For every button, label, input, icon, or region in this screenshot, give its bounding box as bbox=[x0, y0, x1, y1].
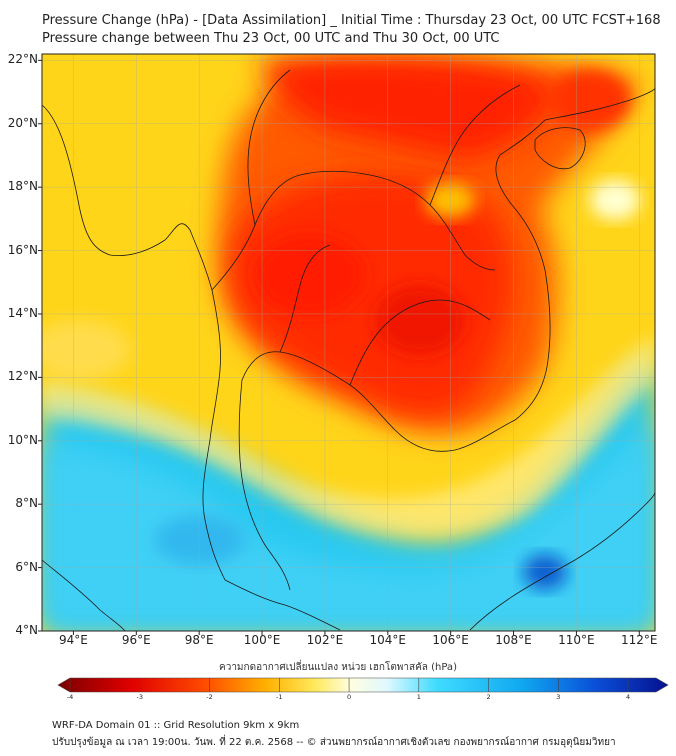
colorbar-label: ความกดอากาศเปลี่ยนแปลง หน่วย เฮกโตพาสคัล… bbox=[219, 662, 457, 673]
axis-ticks bbox=[38, 59, 640, 635]
lat-label: 22°N bbox=[7, 52, 38, 67]
colorbar-tick-label: 1 bbox=[416, 693, 421, 701]
pressure-field bbox=[42, 54, 655, 631]
lat-label: 20°N bbox=[7, 115, 38, 130]
lat-label: 4°N bbox=[15, 623, 38, 637]
chart-title: Pressure Change (hPa) - [Data Assimilati… bbox=[42, 13, 661, 28]
footer-domain: WRF-DA Domain 01 :: Grid Resolution 9km … bbox=[52, 720, 300, 731]
plot-frame bbox=[41, 53, 656, 632]
lon-label: 112°E bbox=[621, 633, 658, 647]
colorbar bbox=[57, 677, 669, 693]
lon-label: 100°E bbox=[243, 633, 281, 647]
lat-label: 6°N bbox=[15, 559, 38, 574]
lon-label: 98°E bbox=[184, 633, 214, 647]
lat-label: 8°N bbox=[15, 496, 38, 511]
colorbar-tick-label: 2 bbox=[486, 693, 491, 701]
lon-label: 108°E bbox=[495, 633, 532, 647]
lon-label: 110°E bbox=[558, 633, 595, 647]
lon-label: 96°E bbox=[121, 633, 151, 647]
chart-subtitle: Pressure change between Thu 23 Oct, 00 U… bbox=[42, 31, 500, 46]
lon-label: 102°E bbox=[306, 633, 344, 647]
lat-label: 12°N bbox=[7, 369, 38, 384]
lat-label: 10°N bbox=[7, 432, 38, 447]
coastlines bbox=[42, 69, 655, 631]
lat-label: 14°N bbox=[7, 305, 38, 320]
lon-label: 106°E bbox=[432, 633, 469, 647]
colorbar-tick-label: 3 bbox=[556, 693, 561, 701]
lon-label: 94°E bbox=[58, 633, 88, 647]
colorbar-tick-label: -2 bbox=[206, 693, 213, 701]
lat-label: 16°N bbox=[7, 242, 38, 257]
colorbar-tick-label: -3 bbox=[136, 693, 143, 701]
colorbar-tick-label: 4 bbox=[626, 693, 631, 701]
graticule bbox=[42, 54, 655, 631]
footer-credit: ปรับปรุงข้อมูล ณ เวลา 19:00น. วันพ. ที่ … bbox=[52, 737, 616, 748]
colorbar-tick-label: -1 bbox=[276, 693, 283, 701]
lat-label: 18°N bbox=[7, 179, 38, 194]
colorbar-tick-label: -4 bbox=[66, 693, 74, 701]
colorbar-tick-label: 0 bbox=[346, 693, 352, 701]
lon-label: 104°E bbox=[369, 633, 407, 647]
